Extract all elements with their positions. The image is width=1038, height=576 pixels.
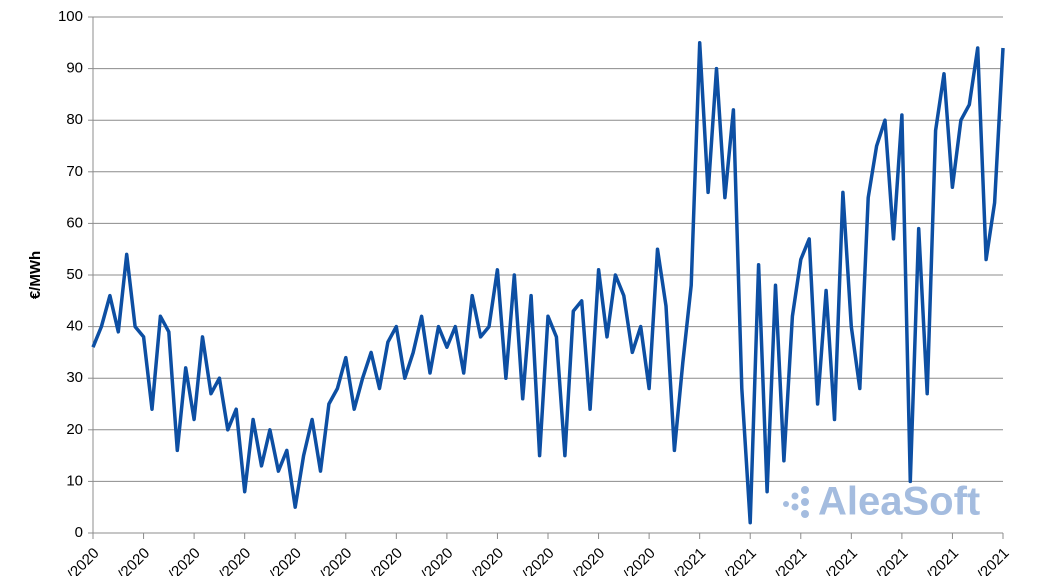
y-axis-label: €/MWh (27, 251, 44, 299)
x-tick-label: /2020 (469, 545, 508, 576)
y-tick-label: 70 (66, 163, 83, 180)
x-tick-label: /2020 (418, 545, 457, 576)
x-tick-label: /2020 (266, 545, 305, 576)
watermark-text: AleaSoft (818, 480, 980, 524)
y-tick-label: 90 (66, 60, 83, 77)
watermark: AleaSoft (783, 480, 980, 524)
x-tick-label: /2020 (367, 545, 406, 576)
x-tick-label: /2020 (519, 545, 558, 576)
y-tick-label: 20 (66, 421, 83, 438)
x-tick-label: /2021 (772, 545, 811, 576)
y-tick-label: 100 (58, 8, 83, 25)
x-tick-label: /2021 (721, 545, 760, 576)
y-tick-label: 60 (66, 214, 83, 231)
x-tick-label: /2021 (822, 545, 861, 576)
y-tick-label: 0 (75, 524, 83, 541)
x-tick-label: /2021 (974, 545, 1013, 576)
x-tick-label: /2020 (317, 545, 356, 576)
y-tick-label: 30 (66, 369, 83, 386)
y-tick-label: 40 (66, 318, 83, 335)
y-tick-label: 10 (66, 472, 83, 489)
x-tick-label: /2020 (115, 545, 154, 576)
x-tick-label: /2020 (216, 545, 255, 576)
x-tick-label: /2021 (924, 545, 963, 576)
price-line (91, 41, 1005, 525)
x-tick-label: /2020 (64, 545, 103, 576)
x-tick-label: /2021 (671, 545, 710, 576)
x-tick-label: /2021 (873, 545, 912, 576)
x-tick-label: /2020 (165, 545, 204, 576)
y-tick-label: 80 (66, 111, 83, 128)
x-tick-label: /2020 (570, 545, 609, 576)
y-tick-label: 50 (66, 266, 83, 283)
x-tick-label: /2020 (620, 545, 659, 576)
